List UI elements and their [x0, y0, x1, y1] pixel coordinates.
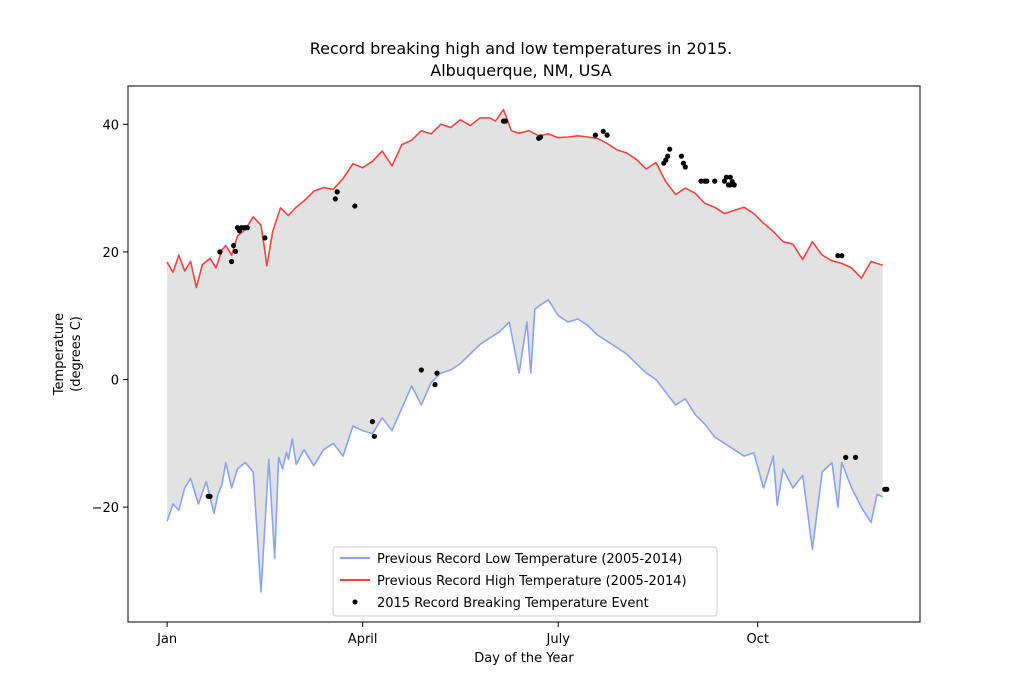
- y-axis-label-line2: (degrees C): [69, 316, 84, 392]
- record-event-point: [723, 174, 730, 180]
- series-line-record-high: [166, 108, 884, 289]
- record-event-point: [244, 225, 250, 231]
- record-event-point: [334, 189, 340, 195]
- record-event-point: [884, 486, 890, 492]
- y-tick-label: 40: [102, 118, 119, 133]
- x-tick-label: July: [546, 632, 571, 647]
- record-event-point: [843, 454, 849, 460]
- record-event-point: [704, 178, 710, 184]
- y-tick-label: 0: [111, 374, 119, 389]
- record-event-point: [538, 134, 544, 140]
- record-event-point: [839, 253, 845, 259]
- record-event-point: [727, 174, 733, 180]
- chart-subtitle: Albuquerque, NM, USA: [430, 61, 612, 80]
- record-event-point: [217, 249, 223, 255]
- record-event-point: [352, 203, 358, 209]
- legend: Previous Record Low Temperature (2005-20…: [332, 546, 718, 617]
- legend-label-high: Previous Record High Temperature (2005-2…: [377, 574, 687, 589]
- plot-area: [166, 108, 890, 593]
- record-event-point: [604, 132, 610, 138]
- record-event-point: [835, 253, 841, 259]
- legend-label-events: 2015 Record Breaking Temperature Event: [377, 596, 649, 611]
- record-event-point: [667, 146, 673, 152]
- record-event-point: [332, 196, 338, 202]
- record-event-point: [592, 132, 599, 138]
- series-line-record-low: [166, 298, 884, 593]
- x-tick-label: April: [348, 632, 378, 647]
- chart-title: Record breaking high and low temperature…: [310, 39, 733, 58]
- record-event-point: [678, 153, 685, 159]
- record-event-point: [233, 248, 239, 254]
- record-event-point: [207, 493, 213, 499]
- record-event-point: [600, 128, 606, 134]
- y-tick-label: −20: [92, 501, 119, 516]
- legend-box: [332, 546, 718, 617]
- record-event-point: [731, 182, 737, 188]
- record-event-point: [502, 118, 508, 124]
- y-axis-label-line1: Temperature: [52, 313, 67, 396]
- record-range-fill: [167, 109, 883, 592]
- y-axis: 40 20 0 −20: [92, 118, 128, 516]
- record-event-point: [262, 235, 268, 241]
- record-event-point: [434, 370, 440, 376]
- legend-label-low: Previous Record Low Temperature (2005-20…: [377, 552, 682, 567]
- record-event-point: [721, 178, 728, 184]
- record-event-point: [665, 153, 671, 159]
- record-event-point: [432, 382, 438, 388]
- record-event-point: [229, 258, 235, 265]
- record-event-point: [698, 178, 704, 184]
- record-event-point: [712, 178, 718, 184]
- x-axis: Jan April July Oct: [156, 622, 769, 647]
- x-tick-label: Oct: [746, 632, 768, 647]
- record-event-point: [371, 433, 377, 439]
- record-event-point: [369, 419, 375, 425]
- record-event-point: [418, 367, 424, 373]
- legend-swatch-events: [352, 599, 358, 605]
- record-event-point: [682, 164, 688, 170]
- y-tick-label: 20: [102, 246, 119, 261]
- plot-frame: [127, 85, 921, 623]
- x-tick-label: Jan: [156, 632, 177, 647]
- record-event-point: [231, 242, 237, 249]
- x-axis-label: Day of the Year: [474, 651, 574, 666]
- record-event-point: [852, 454, 859, 460]
